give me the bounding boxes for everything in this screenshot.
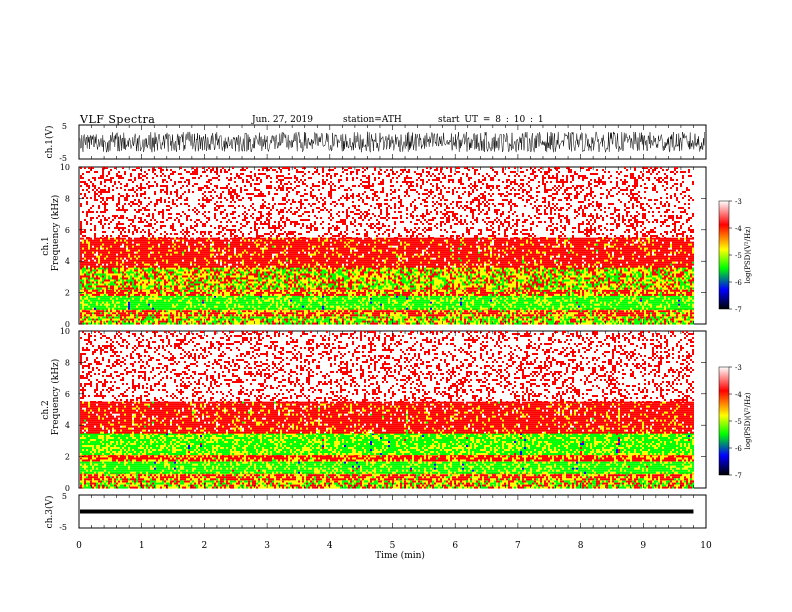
y-tick-label: 4 <box>65 421 70 430</box>
date-label: Jun. 27, 2019 <box>252 115 313 125</box>
ch2-colorbar <box>718 366 730 476</box>
ch1-waveform <box>79 131 705 153</box>
ch1-spectrogram-ylabel-line1: ch.1 <box>41 236 51 255</box>
x-tick-label: 7 <box>515 541 521 551</box>
spectrogram-band <box>80 237 694 268</box>
colorbar-tick-label: -4 <box>735 391 742 399</box>
x-tick-label: 3 <box>264 541 270 551</box>
colorbar-tick-label: -4 <box>735 225 742 233</box>
ch3-waveform-ylabel: ch.3(V) <box>44 496 55 529</box>
ch2-spectrogram <box>79 331 694 489</box>
colorbar-tick-label: -6 <box>735 279 742 287</box>
ch1-colorbar-label: log(PSD)(V²/Hz) <box>744 226 752 283</box>
x-tick-label: 0 <box>76 541 82 551</box>
y-tick-label: 2 <box>65 289 70 298</box>
start-time-label: start UT = 8 : 10 : 1 <box>438 115 544 125</box>
ch1-spectrogram <box>79 167 694 325</box>
ch2-colorbar-label: log(PSD)(V²/Hz) <box>744 392 752 449</box>
y-tick-label: 8 <box>65 358 70 367</box>
y-tick-label: 10 <box>60 163 70 172</box>
x-axis-label: Time (min) <box>375 550 425 561</box>
ch1-ytick-minus5: -5 <box>59 154 67 163</box>
ch2-spectrogram-ylabel-line2: Frequency (kHz) <box>50 359 61 436</box>
x-tick-label: 1 <box>139 541 145 551</box>
ch2-spectrogram-ylabel-line1: ch.2 <box>41 400 51 419</box>
ch3-waveform-line <box>80 509 694 514</box>
spectrogram-band <box>80 459 694 474</box>
colorbar-tick-label: -7 <box>735 472 742 480</box>
axis-ticks <box>78 125 707 528</box>
ch3-ytick-minus5: -5 <box>59 523 67 532</box>
y-tick-label: 4 <box>65 257 70 266</box>
x-tick-label: 4 <box>327 541 333 551</box>
colorbar-tick-label: -3 <box>735 364 742 372</box>
x-tick-label: 10 <box>700 541 712 551</box>
x-tick-label: 9 <box>640 541 646 551</box>
spectrogram-band <box>80 401 694 434</box>
y-tick-label: 0 <box>65 320 70 329</box>
spectrogram-band <box>80 167 694 239</box>
y-tick-label: 10 <box>60 327 70 336</box>
ch3-waveform <box>80 509 694 514</box>
x-tick-label: 8 <box>578 541 584 551</box>
y-tick-label: 8 <box>65 194 70 203</box>
colorbar-tick-label: -3 <box>735 198 742 206</box>
ch1-ytick-5: 5 <box>62 122 67 131</box>
spectrogram-band <box>80 433 694 456</box>
station-label: station=ATH <box>343 115 402 125</box>
y-tick-label: 0 <box>65 484 70 493</box>
ch3-ytick-5: 5 <box>62 492 67 501</box>
ch1-waveform-line <box>79 131 705 153</box>
colorbar-tick-label: -5 <box>735 418 742 426</box>
x-tick-label: 2 <box>202 541 208 551</box>
ch1-waveform-ylabel: ch.1(V) <box>44 126 55 159</box>
ch1-colorbar <box>718 200 730 310</box>
colorbar-tick-label: -5 <box>735 252 742 260</box>
x-tick-label: 6 <box>452 541 458 551</box>
colorbar-tick-label: -7 <box>735 306 742 314</box>
colorbar-tick-label: -6 <box>735 445 742 453</box>
spectrogram-band <box>80 295 694 310</box>
plot-title: VLF Spectra <box>80 113 155 126</box>
spectrogram-band <box>80 331 694 403</box>
y-tick-label: 6 <box>65 390 70 399</box>
spectrogram-band <box>80 267 694 290</box>
x-tick-label: 5 <box>390 541 396 551</box>
y-tick-label: 6 <box>65 226 70 235</box>
y-tick-label: 2 <box>65 453 70 462</box>
ch1-spectrogram-ylabel-line2: Frequency (kHz) <box>50 195 61 272</box>
